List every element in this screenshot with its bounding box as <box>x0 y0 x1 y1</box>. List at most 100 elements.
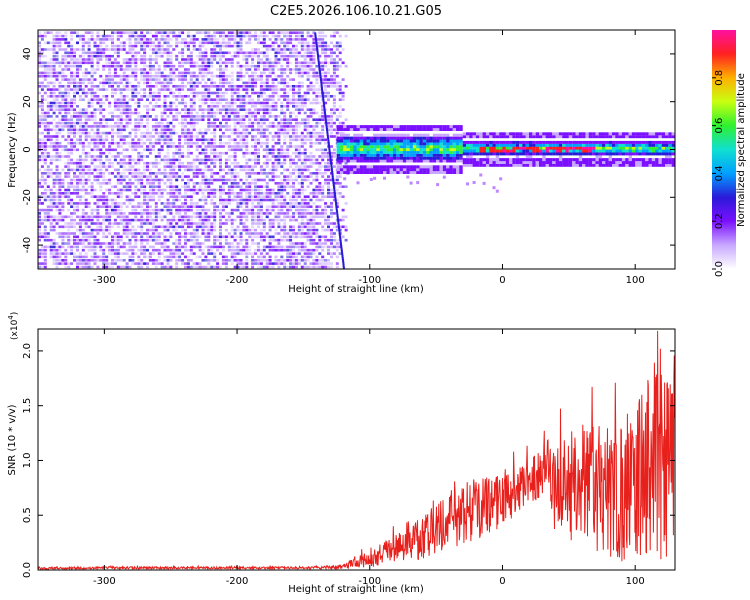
heatmap-cell <box>143 115 147 118</box>
heatmap-cell <box>140 54 144 58</box>
heatmap-cell <box>274 61 278 65</box>
heatmap-cell <box>67 172 71 175</box>
heatmap-cell <box>292 218 295 222</box>
heatmap-cell <box>73 225 76 229</box>
heatmap-cell <box>300 218 304 222</box>
heatmap-cell <box>283 232 287 235</box>
heatmap-cell <box>257 118 260 121</box>
heatmap-cell <box>175 262 179 265</box>
heatmap-cell <box>277 88 281 91</box>
heatmap-cell <box>64 54 68 58</box>
heatmap-cell <box>122 48 126 51</box>
heatmap-cell <box>195 38 199 41</box>
heatmap-cell <box>38 178 41 182</box>
heatmap-cell <box>207 71 211 75</box>
heatmap-cell <box>105 88 109 91</box>
heatmap-cell <box>315 245 319 249</box>
heatmap-cell <box>251 202 255 205</box>
heatmap-cell <box>134 44 138 48</box>
heatmap-cell <box>321 61 325 65</box>
heatmap-cell <box>207 248 211 252</box>
heatmap-cell <box>67 262 71 265</box>
heatmap-cell <box>294 161 298 165</box>
heatmap-cell <box>125 111 129 115</box>
heatmap-cell <box>271 245 275 249</box>
heatmap-cell <box>210 71 214 75</box>
heatmap-cell <box>93 85 97 88</box>
heatmap-cell <box>52 158 56 162</box>
heatmap-cell <box>169 178 173 182</box>
heatmap-cell <box>271 161 275 165</box>
heatmap-cell <box>172 252 176 255</box>
heatmap-cell <box>70 71 74 75</box>
heatmap-cell <box>178 88 182 91</box>
heatmap-cell <box>306 125 310 128</box>
heatmap-cell <box>119 192 123 195</box>
heatmap-cell <box>78 238 82 242</box>
heatmap-cell <box>148 188 152 192</box>
heatmap-cell <box>90 155 94 158</box>
heatmap-cell <box>76 222 79 225</box>
heatmap-cell <box>43 91 47 95</box>
heatmap-cell <box>300 198 304 202</box>
heatmap-cell <box>111 225 114 229</box>
heatmap-cell <box>96 245 100 249</box>
heatmap-cell <box>49 58 53 61</box>
heatmap-cell <box>105 202 109 205</box>
heatmap-cell <box>224 41 228 45</box>
heatmap-cell <box>198 71 202 75</box>
heatmap-cell <box>131 141 135 145</box>
heatmap-cell <box>213 44 217 48</box>
heatmap-cell <box>283 105 287 108</box>
heatmap-cell <box>58 41 62 45</box>
heatmap-cell <box>87 48 91 51</box>
heatmap-cell <box>76 121 79 125</box>
heatmap-cell <box>49 64 53 68</box>
heatmap-cell <box>300 235 304 239</box>
heatmap-cell <box>271 172 275 175</box>
heatmap-cell <box>219 95 222 98</box>
heatmap-cell <box>289 78 293 81</box>
heatmap-cell <box>84 151 88 155</box>
heatmap-cell <box>186 108 190 111</box>
heatmap-cell <box>122 105 126 108</box>
heatmap-cell <box>259 101 263 105</box>
heatmap-cell <box>154 248 158 252</box>
heatmap-cell <box>157 64 161 68</box>
heatmap-cell <box>113 121 117 125</box>
heatmap-cell <box>73 172 76 175</box>
heatmap-cell <box>286 108 290 111</box>
heatmap-cell <box>283 248 287 252</box>
heatmap-cell <box>43 208 47 212</box>
heatmap-cell <box>192 265 196 269</box>
heatmap-cell <box>93 262 97 265</box>
heatmap-cell <box>184 175 187 178</box>
heatmap-cell <box>201 215 205 219</box>
heatmap-cell <box>73 131 76 135</box>
heatmap-cell <box>186 58 190 61</box>
heatmap-cell <box>137 81 141 85</box>
heatmap-cell <box>116 172 120 175</box>
heatmap-cell <box>254 64 257 68</box>
heatmap-cell <box>146 198 149 202</box>
heatmap-cell <box>315 138 319 142</box>
heatmap-cell <box>84 192 88 195</box>
heatmap-cell <box>265 259 269 262</box>
heatmap-cell <box>280 71 284 75</box>
heatmap-cell <box>277 81 281 85</box>
heatmap-cell <box>236 135 240 138</box>
heatmap-cell <box>251 34 255 38</box>
heatmap-cell <box>204 51 208 55</box>
heatmap-cell <box>46 168 50 172</box>
heatmap-cell <box>265 232 269 235</box>
heatmap-cell <box>143 95 147 98</box>
heatmap-cell <box>245 88 249 91</box>
heatmap-cell <box>204 228 208 232</box>
heatmap-cell <box>76 175 79 178</box>
heatmap-cell <box>73 64 76 68</box>
heatmap-cell <box>87 88 91 91</box>
heatmap-cell <box>78 228 82 232</box>
heatmap-cell <box>242 131 246 135</box>
heatmap-cell <box>227 101 231 105</box>
heatmap-cell <box>312 202 316 205</box>
